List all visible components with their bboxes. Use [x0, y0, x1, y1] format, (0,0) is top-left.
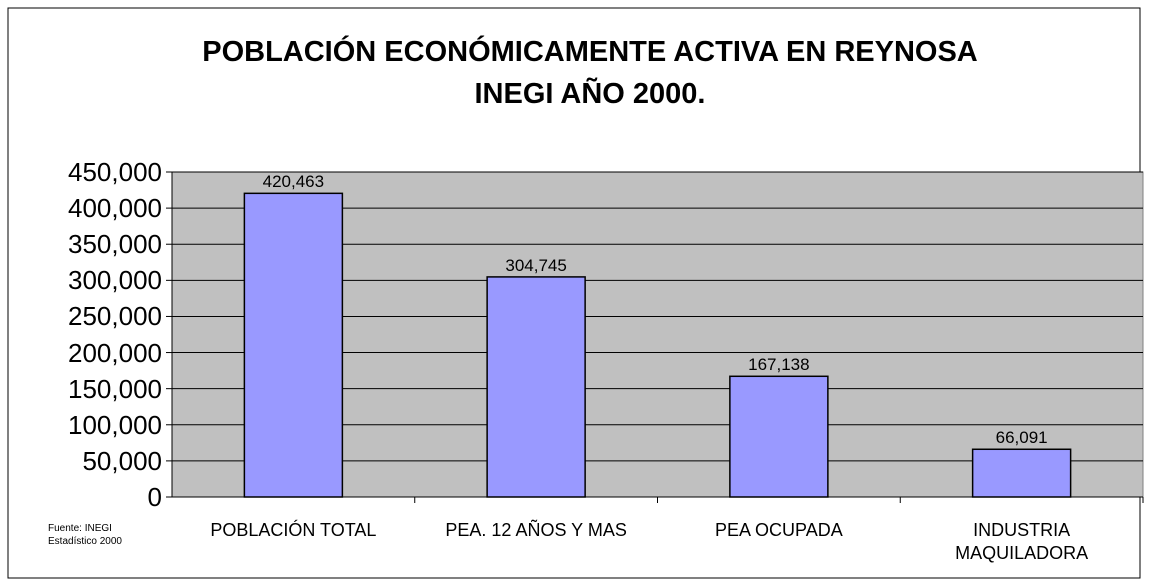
- x-tick-label: PEA. 12 AÑOS Y MAS: [445, 520, 627, 540]
- x-tick-label: POBLACIÓN TOTAL: [210, 520, 377, 540]
- y-tick-label: 250,000: [68, 301, 162, 332]
- chart-subtitle: INEGI AÑO 2000.: [474, 78, 706, 110]
- x-tick-label: INDUSTRIA MAQUILADORA: [955, 520, 1089, 563]
- value-label: 304,745: [505, 255, 567, 275]
- bar: [486, 276, 586, 498]
- y-tick-label: 50,000: [82, 445, 162, 476]
- y-tick-label: 100,000: [68, 409, 162, 440]
- value-label: 66,091: [995, 428, 1048, 448]
- chart-title: POBLACIÓN ECONÓMICAMENTE ACTIVA EN REYNO…: [202, 36, 978, 68]
- y-tick-label: 0: [147, 482, 162, 512]
- y-tick-label: 350,000: [68, 229, 162, 260]
- source-note: Fuente: INEGI Estadístico 2000: [48, 523, 122, 547]
- y-tick-label: 450,000: [68, 157, 162, 187]
- bar: [971, 448, 1072, 498]
- y-tick-label: 400,000: [68, 193, 162, 224]
- bar: [729, 375, 829, 498]
- y-tick-label: 200,000: [68, 337, 162, 368]
- value-label: 167,138: [748, 355, 810, 375]
- bar: [243, 192, 344, 498]
- y-tick-label: 300,000: [68, 265, 162, 296]
- value-label: 420,463: [262, 172, 325, 192]
- x-tick-label: PEA OCUPADA: [715, 520, 843, 540]
- y-tick-label: 150,000: [68, 373, 162, 404]
